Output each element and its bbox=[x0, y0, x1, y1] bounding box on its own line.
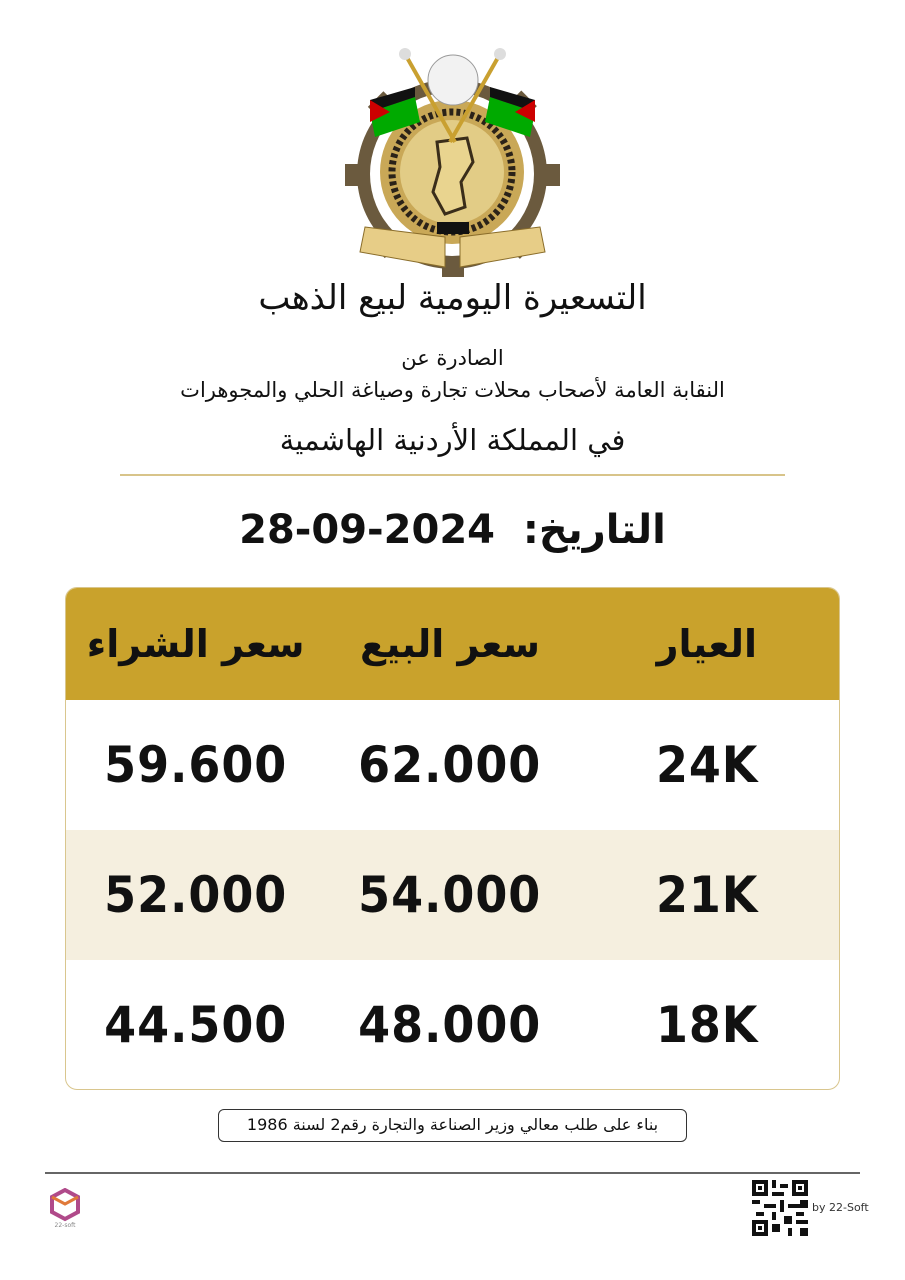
karat: 24K bbox=[655, 736, 759, 794]
table-row: 44.500 48.000 18K bbox=[66, 960, 839, 1089]
union-name: النقابة العامة لأصحاب محلات تجارة وصياغة… bbox=[180, 378, 725, 402]
karat: 21K bbox=[655, 866, 759, 924]
sell-price: 54.000 bbox=[358, 866, 542, 924]
date-label: التاريخ: bbox=[522, 507, 666, 553]
footer-divider bbox=[45, 1172, 860, 1174]
table-row: 52.000 54.000 21K bbox=[66, 830, 839, 960]
karat: 18K bbox=[655, 996, 759, 1054]
legal-note: بناء على طلب معالي وزير الصناعة والتجارة… bbox=[218, 1109, 687, 1142]
header-buy-price: سعر الشراء bbox=[86, 622, 305, 666]
header-sell-price: سعر البيع bbox=[360, 622, 540, 666]
brand-logo-icon: 22-soft bbox=[50, 1188, 80, 1228]
date-value: 28-09-2024 bbox=[239, 507, 495, 553]
page-title: التسعيرة اليومية لبيع الذهب bbox=[258, 278, 647, 318]
qr-code-icon bbox=[752, 1180, 808, 1236]
buy-price: 59.600 bbox=[104, 736, 288, 794]
price-table: سعر الشراء سعر البيع العيار 59.600 62.00… bbox=[65, 587, 840, 1090]
footer-credit: by 22-Soft bbox=[812, 1201, 869, 1214]
buy-price: 44.500 bbox=[104, 996, 288, 1054]
svg-text:22-soft: 22-soft bbox=[55, 1222, 77, 1228]
issued-by-label: الصادرة عن bbox=[401, 346, 504, 370]
table-header: سعر الشراء سعر البيع العيار bbox=[66, 588, 839, 700]
header-karat: العيار bbox=[656, 622, 758, 666]
union-logo bbox=[345, 48, 560, 277]
sell-price: 62.000 bbox=[358, 736, 542, 794]
divider bbox=[120, 474, 785, 476]
table-row: 59.600 62.000 24K bbox=[66, 700, 839, 830]
kingdom-name: في المملكة الأردنية الهاشمية bbox=[279, 423, 626, 457]
date-line: التاريخ: 28-09-2024 bbox=[0, 507, 905, 553]
buy-price: 52.000 bbox=[104, 866, 288, 924]
sell-price: 48.000 bbox=[358, 996, 542, 1054]
